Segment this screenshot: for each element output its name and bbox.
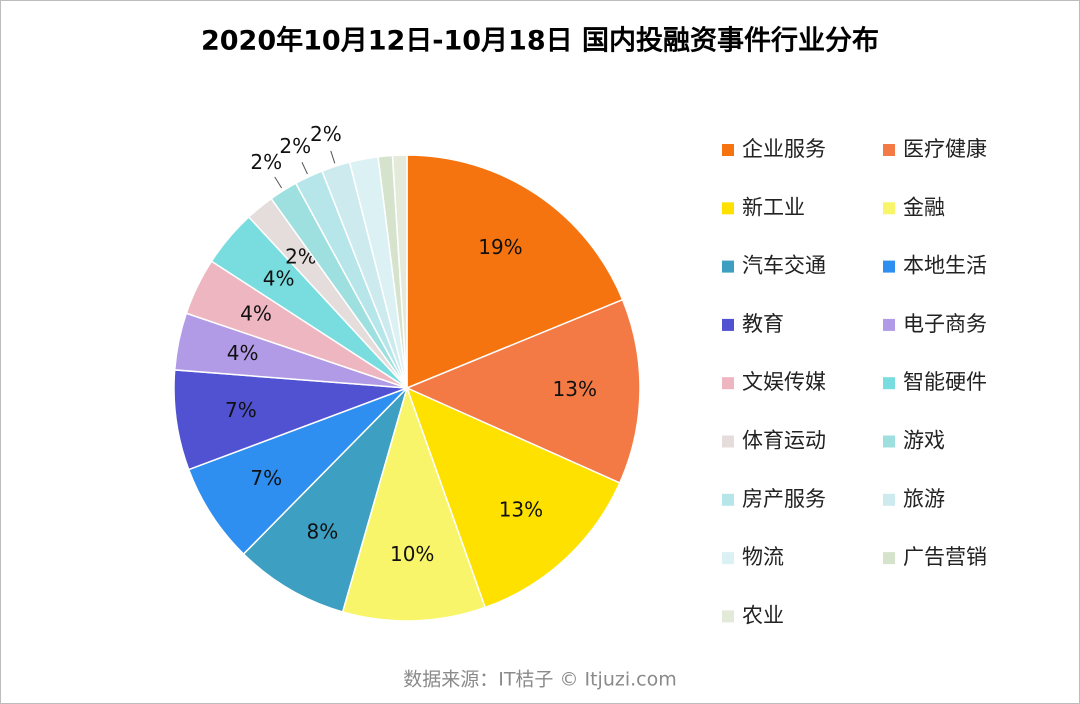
data-label: 13% (553, 377, 597, 401)
legend-swatch (883, 552, 895, 565)
legend-label: 本地生活 (903, 254, 987, 278)
data-label: 10% (390, 542, 434, 566)
legend-label: 金融 (903, 195, 945, 219)
legend-label: 智能硬件 (903, 370, 987, 394)
legend-label: 医疗健康 (903, 137, 987, 161)
legend-swatch (722, 435, 734, 448)
legend-label: 汽车交通 (742, 254, 826, 278)
pie-slice (391, 154, 408, 389)
legend-label: 房产服务 (742, 487, 826, 511)
pie-slice (341, 385, 487, 622)
leader-line (274, 176, 283, 189)
data-label: 4% (263, 266, 295, 290)
pie-slice (405, 298, 641, 484)
legend-swatch (722, 377, 734, 390)
chart-title: 2020年10月12日-10月18日 国内投融资事件行业分布 (201, 25, 879, 57)
pie-slice (405, 386, 621, 609)
legend-label: 教育 (742, 312, 784, 336)
source-note: 数据来源：IT桔子 © Itjuzi.com (403, 669, 677, 691)
legend-swatch (883, 260, 895, 273)
legend-swatch (883, 318, 895, 331)
legend-swatch (722, 318, 734, 331)
legend-swatch (883, 435, 895, 448)
pie-slice (406, 154, 624, 390)
data-label: 2% (310, 122, 342, 146)
data-label: 19% (478, 235, 522, 259)
legend-swatch (883, 144, 895, 156)
leader-line (330, 150, 336, 164)
data-label: 4% (240, 301, 272, 325)
legend-label: 广告营销 (903, 545, 987, 569)
legend-label: 游戏 (903, 429, 945, 453)
legend-swatch (722, 144, 734, 156)
legend-label: 电子商务 (903, 312, 987, 336)
legend-swatch (722, 202, 734, 215)
legend-label: 文娱传媒 (742, 370, 826, 394)
legend-label: 企业服务 (742, 137, 826, 161)
legend-swatch (883, 493, 895, 506)
legend-swatch (722, 552, 734, 565)
data-label: 13% (499, 498, 543, 522)
legend-label: 旅游 (903, 487, 945, 511)
legend-label: 新工业 (742, 195, 805, 219)
legend-label: 体育运动 (742, 429, 826, 453)
data-label: 7% (225, 398, 257, 422)
legend-swatch (722, 610, 734, 623)
leader-line (301, 162, 308, 175)
data-label: 4% (227, 341, 259, 365)
pie-slice (242, 387, 408, 613)
data-label: 2% (279, 134, 311, 158)
data-label: 7% (250, 466, 282, 490)
legend-swatch (722, 260, 734, 273)
legend-swatch (722, 493, 734, 506)
legend-swatch (883, 202, 895, 215)
legend-swatch (883, 377, 895, 390)
legend-label: 物流 (742, 545, 784, 569)
data-label: 8% (307, 519, 339, 543)
data-label: 2% (250, 150, 282, 174)
legend-label: 农业 (742, 603, 784, 627)
